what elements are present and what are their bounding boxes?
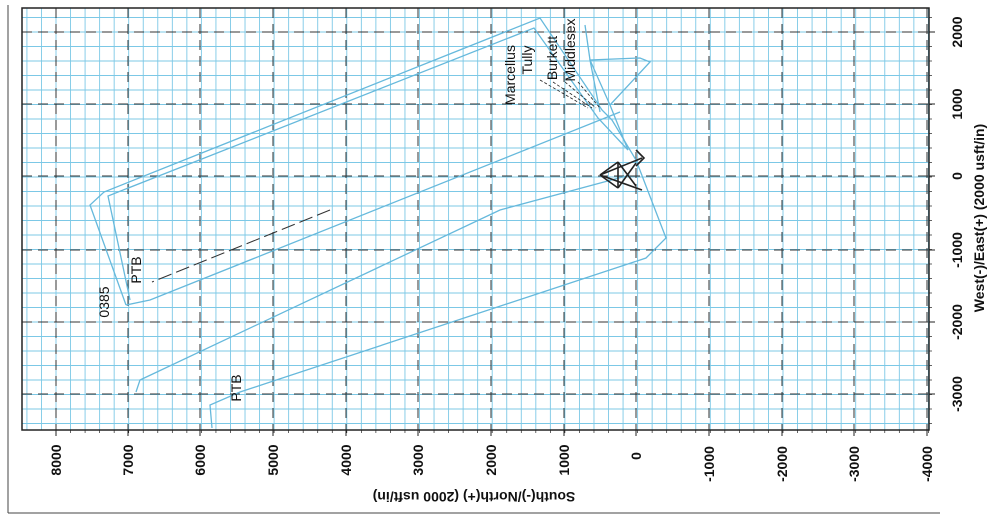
tick-marks bbox=[55, 17, 935, 436]
east-axis-title: West(-)/East(+) (2000 usft/in) bbox=[971, 123, 987, 313]
north-tick-7000: 7000 bbox=[120, 444, 136, 476]
lateral-east bbox=[589, 57, 652, 113]
lateral-upper-inner bbox=[107, 27, 629, 301]
north-tick-8000: 8000 bbox=[48, 444, 64, 476]
lateral-north bbox=[584, 24, 629, 151]
east-tick-1000: 1000 bbox=[949, 88, 965, 120]
north-tick-0: 0 bbox=[628, 452, 644, 460]
dark-trace bbox=[151, 209, 331, 283]
north-tick-neg3000: -3000 bbox=[846, 446, 862, 482]
north-tick-4000: 4000 bbox=[338, 444, 354, 476]
well-id-label: 0385 bbox=[96, 286, 112, 318]
lateral-upper bbox=[89, 17, 637, 306]
north-tick-neg1000: -1000 bbox=[701, 446, 717, 482]
well-paths bbox=[89, 17, 667, 429]
east-tick-neg1000: -1000 bbox=[949, 232, 965, 268]
formation-leaders bbox=[539, 79, 601, 109]
east-tick-0: 0 bbox=[949, 172, 965, 180]
north-tick-3000: 3000 bbox=[410, 444, 426, 476]
lateral-lower bbox=[209, 159, 667, 429]
north-tick-6000: 6000 bbox=[192, 444, 208, 476]
rig-icon bbox=[599, 149, 646, 191]
north-axis-title: South(-)/North(+) (2000 usft/in) bbox=[372, 489, 576, 505]
major-grid-dashes bbox=[22, 8, 929, 430]
east-tick-2000: 2000 bbox=[949, 16, 965, 48]
formation-label-marcellus: Marcellus bbox=[502, 45, 518, 105]
north-tick-neg2000: -2000 bbox=[774, 446, 790, 482]
north-tick-2000: 2000 bbox=[483, 444, 499, 476]
formation-label-burkett: Burkett bbox=[544, 35, 560, 81]
lateral-middle bbox=[125, 111, 621, 306]
east-tick-neg2000: -2000 bbox=[949, 304, 965, 340]
east-tick-neg3000: -3000 bbox=[949, 376, 965, 412]
formation-label-middlesex: Middlesex bbox=[562, 18, 578, 82]
north-tick-5000: 5000 bbox=[265, 444, 281, 476]
north-tick-1000: 1000 bbox=[556, 444, 572, 476]
formation-label-tully: Tully bbox=[519, 45, 535, 75]
plot-frame bbox=[21, 7, 930, 431]
lateral-lower-outer bbox=[135, 174, 631, 393]
north-tick-neg4000: -4000 bbox=[919, 446, 935, 482]
ptb-label-lower: PTB bbox=[228, 374, 244, 402]
grid bbox=[22, 8, 929, 430]
ptb-label-upper: PTB bbox=[128, 256, 144, 284]
